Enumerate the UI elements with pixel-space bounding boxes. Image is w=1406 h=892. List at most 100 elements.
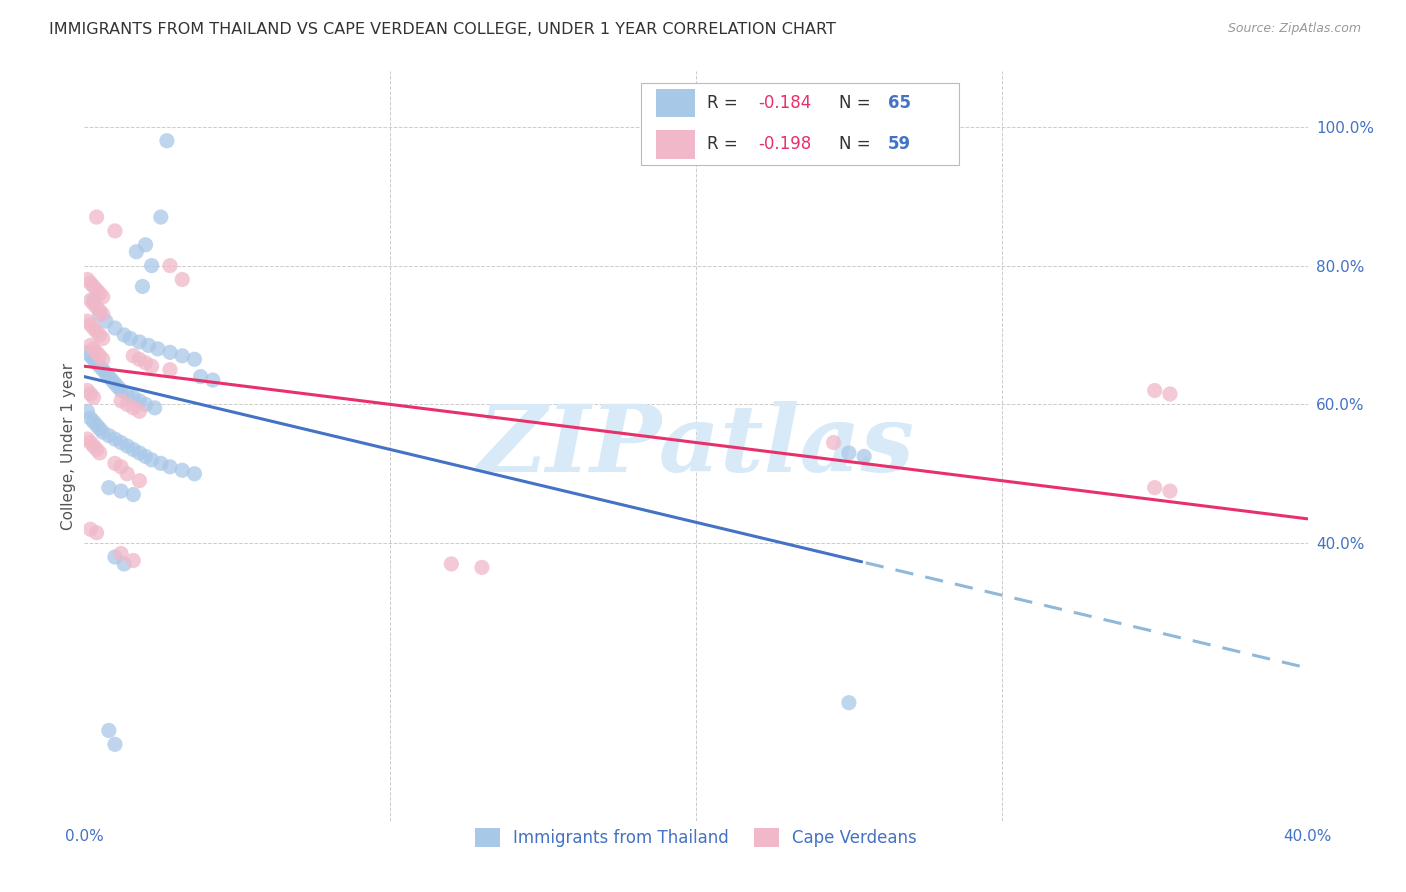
Point [159,362,181,376]
Point [104,432,127,446]
Point [1143,481,1166,495]
Point [79,411,101,425]
Point [83,352,105,367]
Text: R =: R = [707,95,742,112]
Point [110,393,132,408]
Point [1159,387,1181,401]
Point [838,696,860,710]
Point [159,459,181,474]
Point [112,328,135,343]
Point [86,345,108,359]
Point [86,418,108,433]
Point [110,547,132,561]
Point [101,373,124,387]
Y-axis label: College, Under 1 year: College, Under 1 year [60,362,76,530]
Point [115,439,138,453]
Point [76,272,98,286]
Point [76,432,98,446]
Point [128,334,150,349]
Point [115,387,138,401]
Point [122,487,145,501]
Point [104,737,127,751]
Point [86,442,108,457]
Point [122,349,145,363]
Point [94,366,117,380]
Point [135,237,157,252]
Point [128,474,150,488]
Point [172,463,194,477]
Point [76,345,98,359]
Point [1143,384,1166,398]
Point [471,560,494,574]
Text: ZIPatlas: ZIPatlas [478,401,914,491]
Point [107,380,129,394]
Point [86,325,108,339]
Text: N =: N = [839,95,876,112]
Point [79,522,101,536]
Point [141,453,163,467]
Point [86,210,108,224]
Point [76,404,98,418]
Point [128,393,150,408]
Bar [655,89,695,118]
Point [159,345,181,359]
Legend: Immigrants from Thailand, Cape Verdeans: Immigrants from Thailand, Cape Verdeans [468,821,924,854]
Point [86,283,108,297]
Point [1159,484,1181,499]
Point [83,391,105,405]
Point [76,314,98,328]
Point [149,210,172,224]
Point [125,244,148,259]
Point [79,338,101,352]
Point [89,307,111,321]
Point [135,450,157,464]
Point [128,352,150,367]
Point [97,369,120,384]
Point [128,404,150,418]
Point [128,446,150,460]
Point [135,397,157,411]
Point [172,349,194,363]
Point [83,293,105,308]
Point [131,279,153,293]
Point [104,456,127,470]
Point [110,484,132,499]
Point [86,300,108,314]
Point [122,401,145,415]
Point [79,349,101,363]
Point [91,352,114,367]
Point [146,342,169,356]
Point [141,359,163,374]
Point [89,359,111,374]
Point [89,286,111,301]
Point [112,557,135,571]
Point [141,259,163,273]
Point [83,415,105,429]
Point [135,356,157,370]
Point [89,422,111,436]
Point [104,549,127,564]
Point [89,303,111,318]
Point [97,723,120,738]
Text: R =: R = [707,136,742,153]
Point [110,384,132,398]
Point [104,224,127,238]
Point [143,401,166,415]
Point [91,307,114,321]
Point [115,397,138,411]
Point [79,276,101,290]
Point [91,331,114,345]
Point [172,272,194,286]
Point [122,553,145,567]
Point [823,435,845,450]
Text: 59: 59 [889,136,911,153]
Text: Source: ZipAtlas.com: Source: ZipAtlas.com [1227,22,1361,36]
Point [83,342,105,356]
Point [120,331,142,345]
Point [97,428,120,442]
Point [79,293,101,308]
Point [110,435,132,450]
Point [94,314,117,328]
Point [97,481,120,495]
Point [110,459,132,474]
